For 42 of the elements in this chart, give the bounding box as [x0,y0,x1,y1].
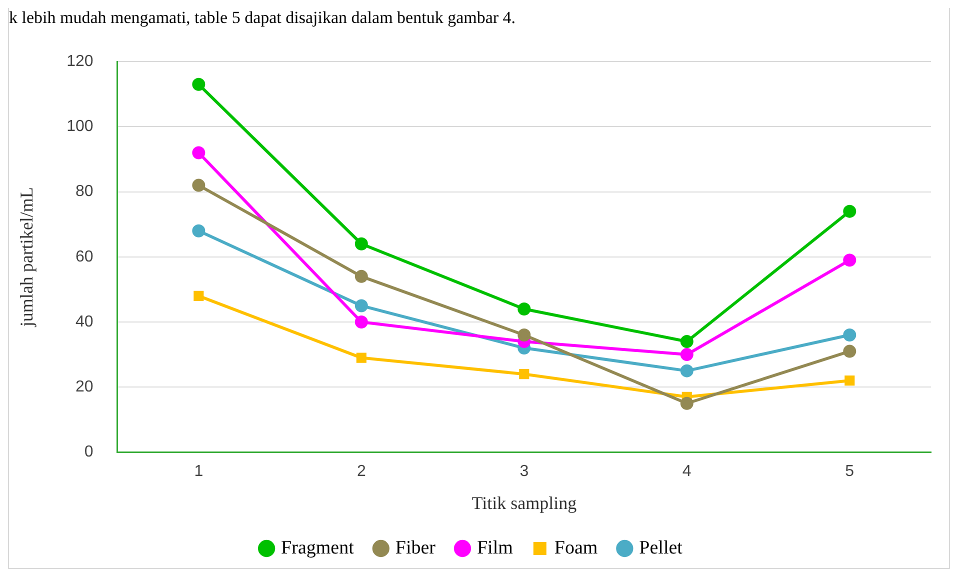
point [843,254,856,267]
point [354,299,368,312]
legend-label: Film [476,537,514,558]
y-tick-label: 20 [76,378,94,396]
point [844,376,855,386]
y-tick-label: 120 [66,53,94,70]
point [354,237,368,250]
x-tick-label: 4 [682,463,692,480]
x-tick-label: 2 [356,463,366,480]
x-tick-label: 3 [520,463,529,480]
point [680,364,694,378]
point [843,344,856,358]
y-tick-label: 0 [84,444,94,461]
point [680,348,694,362]
point [192,146,206,160]
legend-label: Foam [554,537,598,558]
point [354,270,368,283]
y-tick-label: 100 [66,118,94,136]
point [356,352,366,363]
point [680,396,694,410]
point [680,335,694,348]
legend-label: Fiber [395,537,436,558]
point [192,78,206,91]
legend-label: Fragment [281,537,355,558]
x-axis-title: Titik sampling [472,492,577,513]
point [843,328,856,342]
point [192,224,206,238]
point [518,302,531,316]
point [194,290,204,301]
y-tick-label: 80 [76,183,94,200]
point [354,316,368,328]
point [518,328,531,342]
y-tick-label: 40 [76,313,94,330]
text: k lebih mudah mengamati, table 5 dapat disajikan dalam bentuk gambar 4. [9,8,517,28]
point [519,369,530,380]
y-tick-label: 60 [76,248,94,266]
x-tick-label: 1 [194,463,204,480]
point [843,204,856,218]
x-tick-label: 5 [845,463,854,480]
y-axis-title: jumlah partikel/mL [16,187,37,328]
point [192,178,206,192]
legend-label: Pellet [639,537,684,558]
